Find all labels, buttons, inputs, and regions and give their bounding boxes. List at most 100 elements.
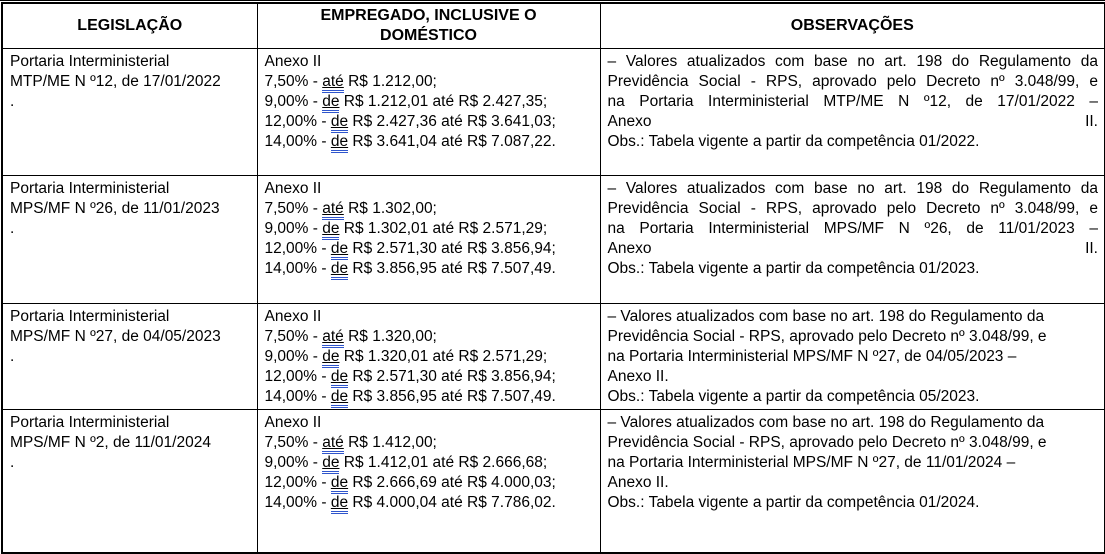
grammar-underlined-word: de [322, 220, 340, 240]
bracket-line: 7,50% - até R$ 1.412,00; [264, 433, 595, 454]
grammar-underlined-word: de [322, 348, 340, 368]
bracket-range: R$ 1.320,01 até R$ 2.571,29; [339, 348, 548, 365]
grammar-underlined-word: de [330, 260, 349, 280]
legislation-line: MPS/MF N º26, de 11/01/2023 [10, 200, 220, 217]
bracket-rate: 14,00% - [264, 133, 331, 150]
obs-anexo-line: Anexo II. [607, 474, 669, 491]
obs-anexo-line: Anexo II. [607, 240, 1099, 257]
table-row-2024: Portaria Interministerial MPS/MF N º2, d… [1, 409, 1105, 553]
bracket-line: 7,50% - até R$ 1.212,00; [265, 72, 595, 93]
obs-line: na Portaria Interministerial MPS/MF N º2… [607, 348, 1017, 365]
obs-line: – Valores atualizados com base no art. 1… [607, 308, 1045, 325]
bracket-rate: 7,50% - [264, 200, 323, 217]
grammar-underlined-word: de [322, 93, 340, 113]
bracket-line: 14,00% - de R$ 3.856,95 até R$ 7.507,49. [264, 387, 595, 408]
bracket-line: 12,00% - de R$ 2.571,30 até R$ 3.856,94; [264, 239, 595, 260]
observations-cell: – Valores atualizados com base no art. 1… [599, 48, 1105, 176]
obs-note-line: Obs.: Tabela vigente a partir da competê… [607, 494, 980, 511]
observations-cell: – Valores atualizados com base no art. 1… [599, 303, 1105, 410]
legislation-cell: Portaria Interministerial MPS/MF N º27, … [1, 303, 258, 410]
obs-line: – Valores atualizados com base no art. 1… [607, 414, 1045, 431]
bracket-range: R$ 2.571,30 até R$ 3.856,94; [348, 240, 556, 257]
legislation-line: Portaria Interministerial [10, 308, 170, 325]
col-header-empregado: EMPREGADO, INCLUSIVE O DOMÉSTICO [256, 2, 601, 49]
bracket-range: R$ 1.212,00; [343, 73, 437, 90]
observations-cell: – Valores atualizados com base no art. 1… [599, 175, 1105, 304]
grammar-underlined-word: de [330, 494, 349, 514]
obs-line: – Valores atualizados com base no art. 1… [607, 53, 1099, 70]
obs-line: na Portaria Interministerial MPS/MF N º2… [607, 454, 1016, 471]
bracket-rate: 9,00% - [264, 348, 323, 365]
bracket-line: 14,00% - de R$ 3.856,95 até R$ 7.507,49. [264, 259, 595, 280]
obs-line: Previdência Social - RPS, aprovado pelo … [607, 328, 1047, 345]
bracket-range: R$ 4.000,04 até R$ 7.786,02. [348, 494, 556, 511]
col-header-legislacao: LEGISLAÇÃO [1, 2, 258, 49]
bracket-range: R$ 2.571,30 até R$ 3.856,94; [348, 368, 556, 385]
bracket-rate: 12,00% - [264, 368, 331, 385]
grammar-underlined-word: até [322, 73, 344, 93]
employee-cell: Anexo II 7,50% - até R$ 1.302,00; 9,00% … [256, 175, 601, 304]
bracket-rate: 12,00% - [264, 240, 331, 257]
bracket-line: 12,00% - de R$ 2.666,69 até R$ 4.000,03; [264, 473, 595, 494]
legislation-line: . [10, 220, 15, 237]
bracket-rate: 14,00% - [264, 388, 331, 405]
legislation-line: MPS/MF N º27, de 04/05/2023 [10, 328, 221, 345]
bracket-line: 7,50% - até R$ 1.302,00; [264, 199, 595, 220]
obs-line: Previdência Social - RPS, aprovado pelo … [607, 200, 1099, 217]
bracket-rate: 7,50% - [264, 328, 323, 345]
header-row: LEGISLAÇÃO EMPREGADO, INCLUSIVE O DOMÉST… [1, 2, 1105, 49]
bracket-line: 9,00% - de R$ 1.212,01 até R$ 2.427,35; [264, 92, 595, 113]
obs-line: Previdência Social - RPS, aprovado pelo … [607, 434, 1047, 451]
bracket-line: 9,00% - de R$ 1.412,01 até R$ 2.666,68; [265, 453, 595, 474]
legislation-line: MPS/MF N º2, de 11/01/2024 [10, 434, 211, 451]
legislation-line: MTP/ME N º12, de 17/01/2022 [10, 73, 221, 90]
employee-cell: Anexo II 7,50% - até R$ 1.320,00; 9,00% … [256, 303, 601, 410]
obs-note-line: Obs.: Tabela vigente a partir da competê… [607, 388, 980, 405]
obs-line: na Portaria Interministerial MTP/ME N º1… [607, 93, 1099, 110]
obs-line: Previdência Social - RPS, aprovado pelo … [607, 73, 1099, 90]
bracket-rate: 14,00% - [264, 494, 331, 511]
legislation-cell: Portaria Interministerial MPS/MF N º26, … [1, 175, 258, 304]
bracket-line: 14,00% - de R$ 3.641,04 até R$ 7.087,22. [264, 132, 595, 153]
bracket-range: R$ 1.302,00; [343, 200, 437, 217]
obs-note-line: Obs.: Tabela vigente a partir da competê… [607, 133, 980, 150]
bracket-range: R$ 2.666,69 até R$ 4.000,03; [348, 474, 556, 491]
bracket-rate: 9,00% - [264, 93, 323, 110]
grammar-underlined-word: de [330, 240, 349, 260]
grammar-underlined-word: de [322, 454, 340, 474]
legislation-cell: Portaria Interministerial MTP/ME N º12, … [1, 48, 258, 176]
bracket-rate: 12,00% - [264, 113, 331, 130]
bracket-line: 12,00% - de R$ 2.427,36 até R$ 3.641,03; [264, 112, 595, 133]
grammar-underlined-word: de [330, 474, 349, 494]
bracket-line: 12,00% - de R$ 2.571,30 até R$ 3.856,94; [264, 367, 595, 388]
obs-line: na Portaria Interministerial MPS/MF N º2… [607, 220, 1099, 237]
col-header-observacoes-label: OBSERVAÇÕES [790, 17, 914, 34]
obs-anexo-line: Anexo II. [607, 113, 1099, 130]
grammar-underlined-word: de [330, 133, 349, 153]
obs-anexo-line: Anexo II. [607, 368, 669, 385]
legislation-line: . [10, 93, 15, 110]
bracket-range: R$ 3.641,04 até R$ 7.087,22. [348, 133, 556, 150]
bracket-range: R$ 1.412,01 até R$ 2.666,68; [339, 454, 548, 471]
bracket-rate: 12,00% - [264, 474, 331, 491]
bracket-line: 9,00% - de R$ 1.302,01 até R$ 2.571,29; [265, 219, 595, 240]
obs-note-line: Obs.: Tabela vigente a partir da competê… [607, 260, 980, 277]
bracket-rate: 14,00% - [264, 260, 331, 277]
employee-cell: Anexo II 7,50% - até R$ 1.212,00; 9,00% … [256, 48, 601, 176]
table-row-2023-may: Portaria Interministerial MPS/MF N º27, … [1, 303, 1105, 410]
grammar-underlined-word: de [330, 113, 349, 133]
observations-cell: – Valores atualizados com base no art. 1… [599, 409, 1105, 553]
anexo-title: Anexo II [264, 308, 322, 325]
col-header-empregado-label: EMPREGADO, INCLUSIVE O DOMÉSTICO [320, 7, 537, 44]
grammar-underlined-word: até [322, 328, 344, 348]
grammar-underlined-word: de [330, 388, 349, 408]
legislation-cell: Portaria Interministerial MPS/MF N º2, d… [1, 409, 258, 553]
grammar-underlined-word: até [322, 434, 344, 454]
bracket-rate: 7,50% - [264, 434, 323, 451]
legislation-line: . [10, 454, 15, 471]
bracket-line: 9,00% - de R$ 1.320,01 até R$ 2.571,29; [264, 347, 595, 368]
bracket-line: 7,50% - até R$ 1.320,00; [264, 327, 595, 348]
table-row-2023-jan: Portaria Interministerial MPS/MF N º26, … [1, 175, 1105, 304]
